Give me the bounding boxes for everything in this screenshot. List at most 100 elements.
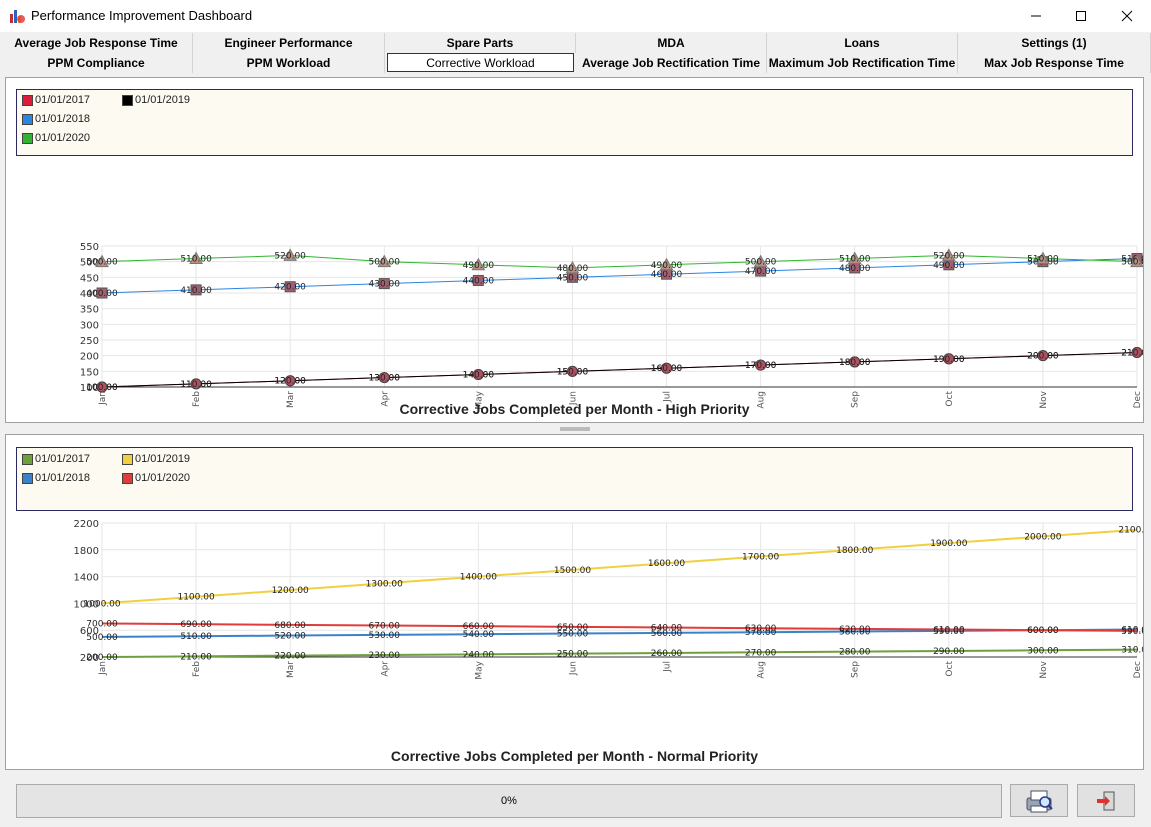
- data-label: 500.00: [369, 258, 401, 268]
- y-tick-label: 550: [80, 242, 99, 253]
- x-tick-label: May: [474, 390, 484, 409]
- data-point: [849, 356, 861, 368]
- tab-engineer-performance[interactable]: Engineer Performance: [193, 33, 385, 53]
- x-tick-label: Apr: [380, 661, 390, 677]
- data-label: 1000.00: [83, 599, 120, 609]
- maximize-icon: [1076, 11, 1086, 21]
- x-tick-label: Mar: [286, 391, 296, 408]
- print-preview-button[interactable]: [1010, 784, 1068, 817]
- data-label: 100.00: [86, 383, 118, 393]
- data-point: [941, 248, 956, 261]
- exit-button[interactable]: [1077, 784, 1135, 817]
- data-point: [1037, 350, 1049, 362]
- data-label: 590.00: [933, 627, 965, 637]
- y-tick-label: 1800: [74, 546, 99, 557]
- data-label: 510.00: [1027, 255, 1059, 265]
- data-point: [189, 251, 203, 265]
- tab-mda[interactable]: MDA: [576, 33, 767, 53]
- legend-label: 01/01/2018: [35, 472, 91, 484]
- data-label: 1500.00: [554, 566, 591, 576]
- data-label: 410.00: [180, 286, 212, 296]
- tab-loans[interactable]: Loans: [767, 33, 958, 53]
- legend-item: 01/01/2019: [122, 93, 190, 107]
- legend-label: 01/01/2017: [35, 94, 91, 106]
- legend-label: 01/01/2017: [35, 453, 91, 465]
- tab-settings-1[interactable]: Settings (1): [958, 33, 1151, 53]
- minimize-button[interactable]: [1013, 0, 1059, 32]
- data-label: 120.00: [274, 377, 306, 387]
- legend-label: 01/01/2018: [35, 113, 91, 125]
- data-label: 680.00: [274, 621, 306, 631]
- normal-priority-chart-panel: 01/01/2017 01/01/2018 01/01/2019 01/01/2020…: [5, 434, 1144, 770]
- legend-item: 01/01/2020: [22, 131, 90, 145]
- tab-ppm-compliance[interactable]: PPM Compliance: [0, 53, 193, 73]
- minimize-icon: [1031, 15, 1041, 17]
- data-label: 590.00: [1121, 627, 1143, 637]
- x-tick-label: Oct: [945, 391, 955, 407]
- x-tick-label: May: [474, 660, 484, 679]
- data-label: 610.00: [933, 626, 965, 636]
- series-line: [101, 258, 1138, 294]
- data-label: 280.00: [839, 648, 871, 658]
- chart-title: Corrective Jobs Completed per Month - Hi…: [399, 401, 750, 417]
- data-label: 690.00: [180, 620, 212, 630]
- data-label: 480.00: [557, 264, 589, 274]
- data-point: [847, 251, 862, 265]
- data-label: 520.00: [933, 251, 965, 261]
- exit-icon: [1097, 791, 1115, 810]
- y-tick-label: 600: [80, 626, 99, 637]
- tab-spare-parts[interactable]: Spare Parts: [385, 33, 576, 53]
- legend-item: 01/01/2017: [22, 93, 90, 107]
- tab-maximum-job-rectification-time[interactable]: Maximum Job Rectification Time: [767, 53, 958, 73]
- data-point: [566, 365, 578, 377]
- y-tick-label: 1400: [74, 573, 99, 584]
- legend-swatch: [22, 94, 33, 106]
- data-label: 400.00: [86, 289, 118, 299]
- legend-label: 01/01/2020: [35, 132, 91, 144]
- data-label: 1400.00: [460, 573, 497, 583]
- data-label: 220.00: [274, 652, 306, 662]
- data-point: [95, 254, 109, 268]
- maximize-button[interactable]: [1058, 0, 1104, 32]
- tab-max-job-response-time[interactable]: Max Job Response Time: [958, 53, 1151, 73]
- close-button[interactable]: [1104, 0, 1150, 32]
- data-label: 460.00: [651, 270, 683, 280]
- tab-corrective-workload[interactable]: Corrective Workload: [387, 53, 574, 72]
- data-label: 650.00: [557, 623, 589, 633]
- data-label: 430.00: [369, 280, 401, 290]
- data-label: 510.00: [1121, 255, 1143, 265]
- x-tick-label: Feb: [192, 661, 202, 677]
- data-label: 560.00: [651, 629, 683, 639]
- data-label: 110.00: [180, 380, 212, 390]
- data-label: 160.00: [651, 364, 683, 374]
- legend-item: 01/01/2019: [122, 452, 190, 466]
- x-tick-label: Sep: [851, 661, 861, 678]
- legend-swatch: [22, 132, 33, 144]
- data-point: [96, 287, 108, 299]
- data-label: 1600.00: [648, 559, 685, 569]
- series-line: [101, 648, 1138, 658]
- tab-ppm-workload[interactable]: PPM Workload: [193, 53, 385, 73]
- data-label: 140.00: [463, 370, 495, 380]
- data-label: 180.00: [839, 358, 871, 368]
- data-label: 2100.00: [1118, 526, 1143, 536]
- legend-swatch: [22, 472, 33, 484]
- panel-splitter[interactable]: [560, 427, 590, 431]
- y-tick-label: 250: [80, 336, 99, 347]
- x-tick-label: Dec: [1133, 391, 1143, 408]
- legend-item: 01/01/2018: [22, 471, 90, 485]
- data-point: [1131, 347, 1143, 359]
- tab-average-job-rectification-time[interactable]: Average Job Rectification Time: [576, 53, 767, 73]
- series-line: [101, 528, 1138, 605]
- data-point: [943, 353, 955, 365]
- data-label: 170.00: [745, 361, 777, 371]
- data-point: [659, 257, 674, 271]
- data-point: [96, 381, 108, 393]
- tab-average-job-response-time[interactable]: Average Job Response Time: [0, 33, 193, 53]
- data-point: [190, 284, 202, 296]
- x-tick-label: Jul: [663, 391, 673, 403]
- chart-legend: 01/01/2017 01/01/2018 01/01/2019 01/01/2020: [16, 447, 1133, 511]
- data-label: 210.00: [1121, 349, 1143, 359]
- data-label: 490.00: [463, 261, 495, 271]
- data-label: 1100.00: [177, 593, 214, 603]
